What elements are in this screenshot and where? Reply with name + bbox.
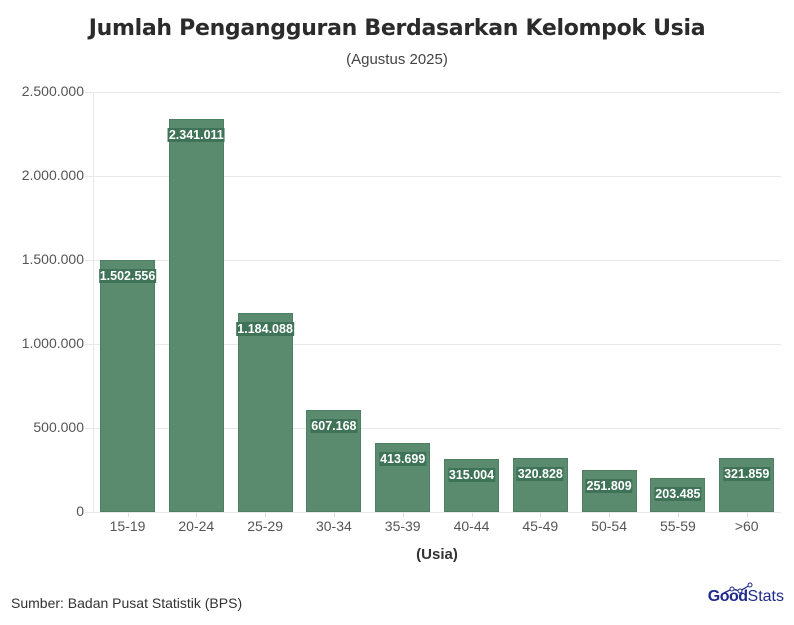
bar-value-label: 1.502.556	[98, 268, 157, 283]
goodstats-logo: GoodStats	[708, 582, 784, 606]
x-tick-label: 20-24	[178, 518, 215, 534]
logo-text-stats: Stats	[747, 588, 784, 605]
x-tick-mark	[471, 512, 473, 517]
gridline	[85, 344, 781, 345]
bar-value-label: 321.859	[723, 466, 771, 481]
bar-gt60[interactable]: 321.859	[719, 457, 775, 512]
chart-title: Jumlah Pengangguran Berdasarkan Kelompok…	[88, 16, 706, 41]
bar-value-label: 315.004	[447, 468, 496, 483]
x-tick-label: 40-44	[453, 518, 490, 534]
bar-value-label: 251.809	[585, 478, 633, 493]
bar-50-54[interactable]: 251.809	[581, 469, 637, 512]
x-tick-mark	[333, 512, 335, 517]
x-tick-mark	[127, 512, 129, 517]
x-tick-label: 50-54	[591, 518, 627, 534]
x-tick-label: 25-29	[247, 518, 283, 534]
y-tick-label: 2.000.000	[21, 167, 84, 183]
x-tick-mark	[609, 512, 611, 517]
x-tick-label: 30-34	[315, 518, 352, 534]
x-tick-mark	[265, 512, 267, 517]
bar-value-label: 1.184.088	[236, 322, 294, 337]
y-tick-label: 2.500.000	[21, 83, 84, 99]
source-note: Sumber: Badan Pusat Statistik (BPS)	[11, 595, 243, 611]
bar-30-34[interactable]: 607.168	[306, 410, 362, 512]
plot-area: 1.502.556 2.341.011 1.184.088 607.168 413.69…	[85, 92, 781, 513]
x-tick-mark	[746, 512, 748, 517]
bar-35-39[interactable]: 413.699	[375, 442, 431, 512]
x-tick-mark	[196, 512, 198, 517]
gridline	[85, 176, 781, 177]
x-tick-label: 15-19	[109, 518, 146, 534]
x-tick-mark	[677, 512, 679, 517]
chart-subtitle: (Agustus 2025)	[346, 51, 448, 68]
bar-value-label: 203.485	[654, 486, 702, 501]
bar-value-label: 413.699	[379, 451, 427, 466]
gridline	[85, 512, 781, 513]
bar-value-label: 320.828	[516, 467, 564, 482]
bar-value-label: 2.341.011	[167, 127, 225, 142]
x-tick-label: 35-39	[384, 518, 421, 534]
y-tick-label: 0	[76, 503, 84, 519]
bar-45-49[interactable]: 320.828	[512, 458, 568, 512]
x-tick-mark	[540, 512, 542, 517]
bar-25-29[interactable]: 1.184.088	[236, 313, 294, 512]
gridline	[85, 428, 781, 429]
bar-40-44[interactable]: 315.004	[444, 459, 499, 512]
bar-value-label: 607.168	[310, 419, 358, 433]
x-tick-label: 45-49	[522, 518, 559, 534]
y-tick-label: 1.000.000	[21, 335, 84, 351]
x-axis-label: (Usia)	[416, 546, 458, 563]
y-tick-label: 1.500.000	[21, 251, 84, 267]
gridline	[85, 260, 781, 261]
y-axis-line	[93, 92, 94, 512]
y-tick-label: 500.000	[33, 419, 84, 435]
bar-15-19[interactable]: 1.502.556	[98, 259, 157, 512]
bar-55-59[interactable]: 203.485	[650, 477, 706, 512]
x-tick-label: >60	[734, 518, 759, 534]
trend-line-icon	[721, 582, 753, 595]
bar-20-24[interactable]: 2.341.011	[167, 118, 225, 512]
x-tick-label: 55-59	[659, 518, 696, 534]
x-tick-mark	[402, 512, 404, 517]
gridline	[85, 92, 781, 93]
